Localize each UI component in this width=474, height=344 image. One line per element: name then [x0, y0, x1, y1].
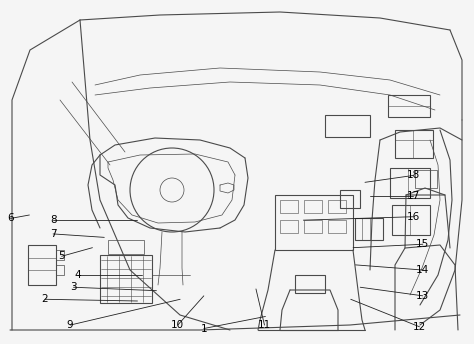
Bar [325, 115, 370, 137]
Bar [328, 200, 346, 213]
Text: 12: 12 [413, 322, 426, 332]
Text: 13: 13 [416, 291, 429, 301]
Text: 11: 11 [258, 320, 271, 330]
Bar [295, 275, 325, 293]
Bar [390, 168, 430, 198]
Bar [340, 190, 360, 208]
Text: 14: 14 [416, 265, 429, 275]
Text: 1: 1 [201, 323, 207, 334]
Text: 10: 10 [171, 320, 184, 330]
Bar [56, 265, 64, 275]
Bar [108, 240, 144, 254]
Bar [395, 130, 433, 158]
Text: 16: 16 [407, 212, 420, 222]
Bar [304, 200, 322, 213]
Text: 17: 17 [407, 191, 420, 201]
Text: 5: 5 [58, 251, 65, 261]
Text: 4: 4 [75, 270, 82, 280]
Bar [28, 245, 56, 285]
Text: 8: 8 [50, 215, 56, 225]
Bar [275, 195, 353, 250]
Bar [280, 220, 298, 233]
Bar [355, 218, 383, 240]
Bar [392, 205, 430, 235]
Bar [328, 220, 346, 233]
Bar [100, 255, 152, 303]
Text: 3: 3 [70, 282, 77, 292]
Text: 6: 6 [7, 213, 14, 224]
Bar [56, 250, 64, 260]
Text: 9: 9 [67, 320, 73, 330]
Text: 7: 7 [50, 229, 56, 239]
Bar [415, 170, 437, 188]
Bar [304, 220, 322, 233]
Text: 15: 15 [416, 239, 429, 249]
Bar [388, 95, 430, 117]
Text: 2: 2 [42, 294, 48, 304]
Text: 18: 18 [407, 170, 420, 181]
Bar [280, 200, 298, 213]
